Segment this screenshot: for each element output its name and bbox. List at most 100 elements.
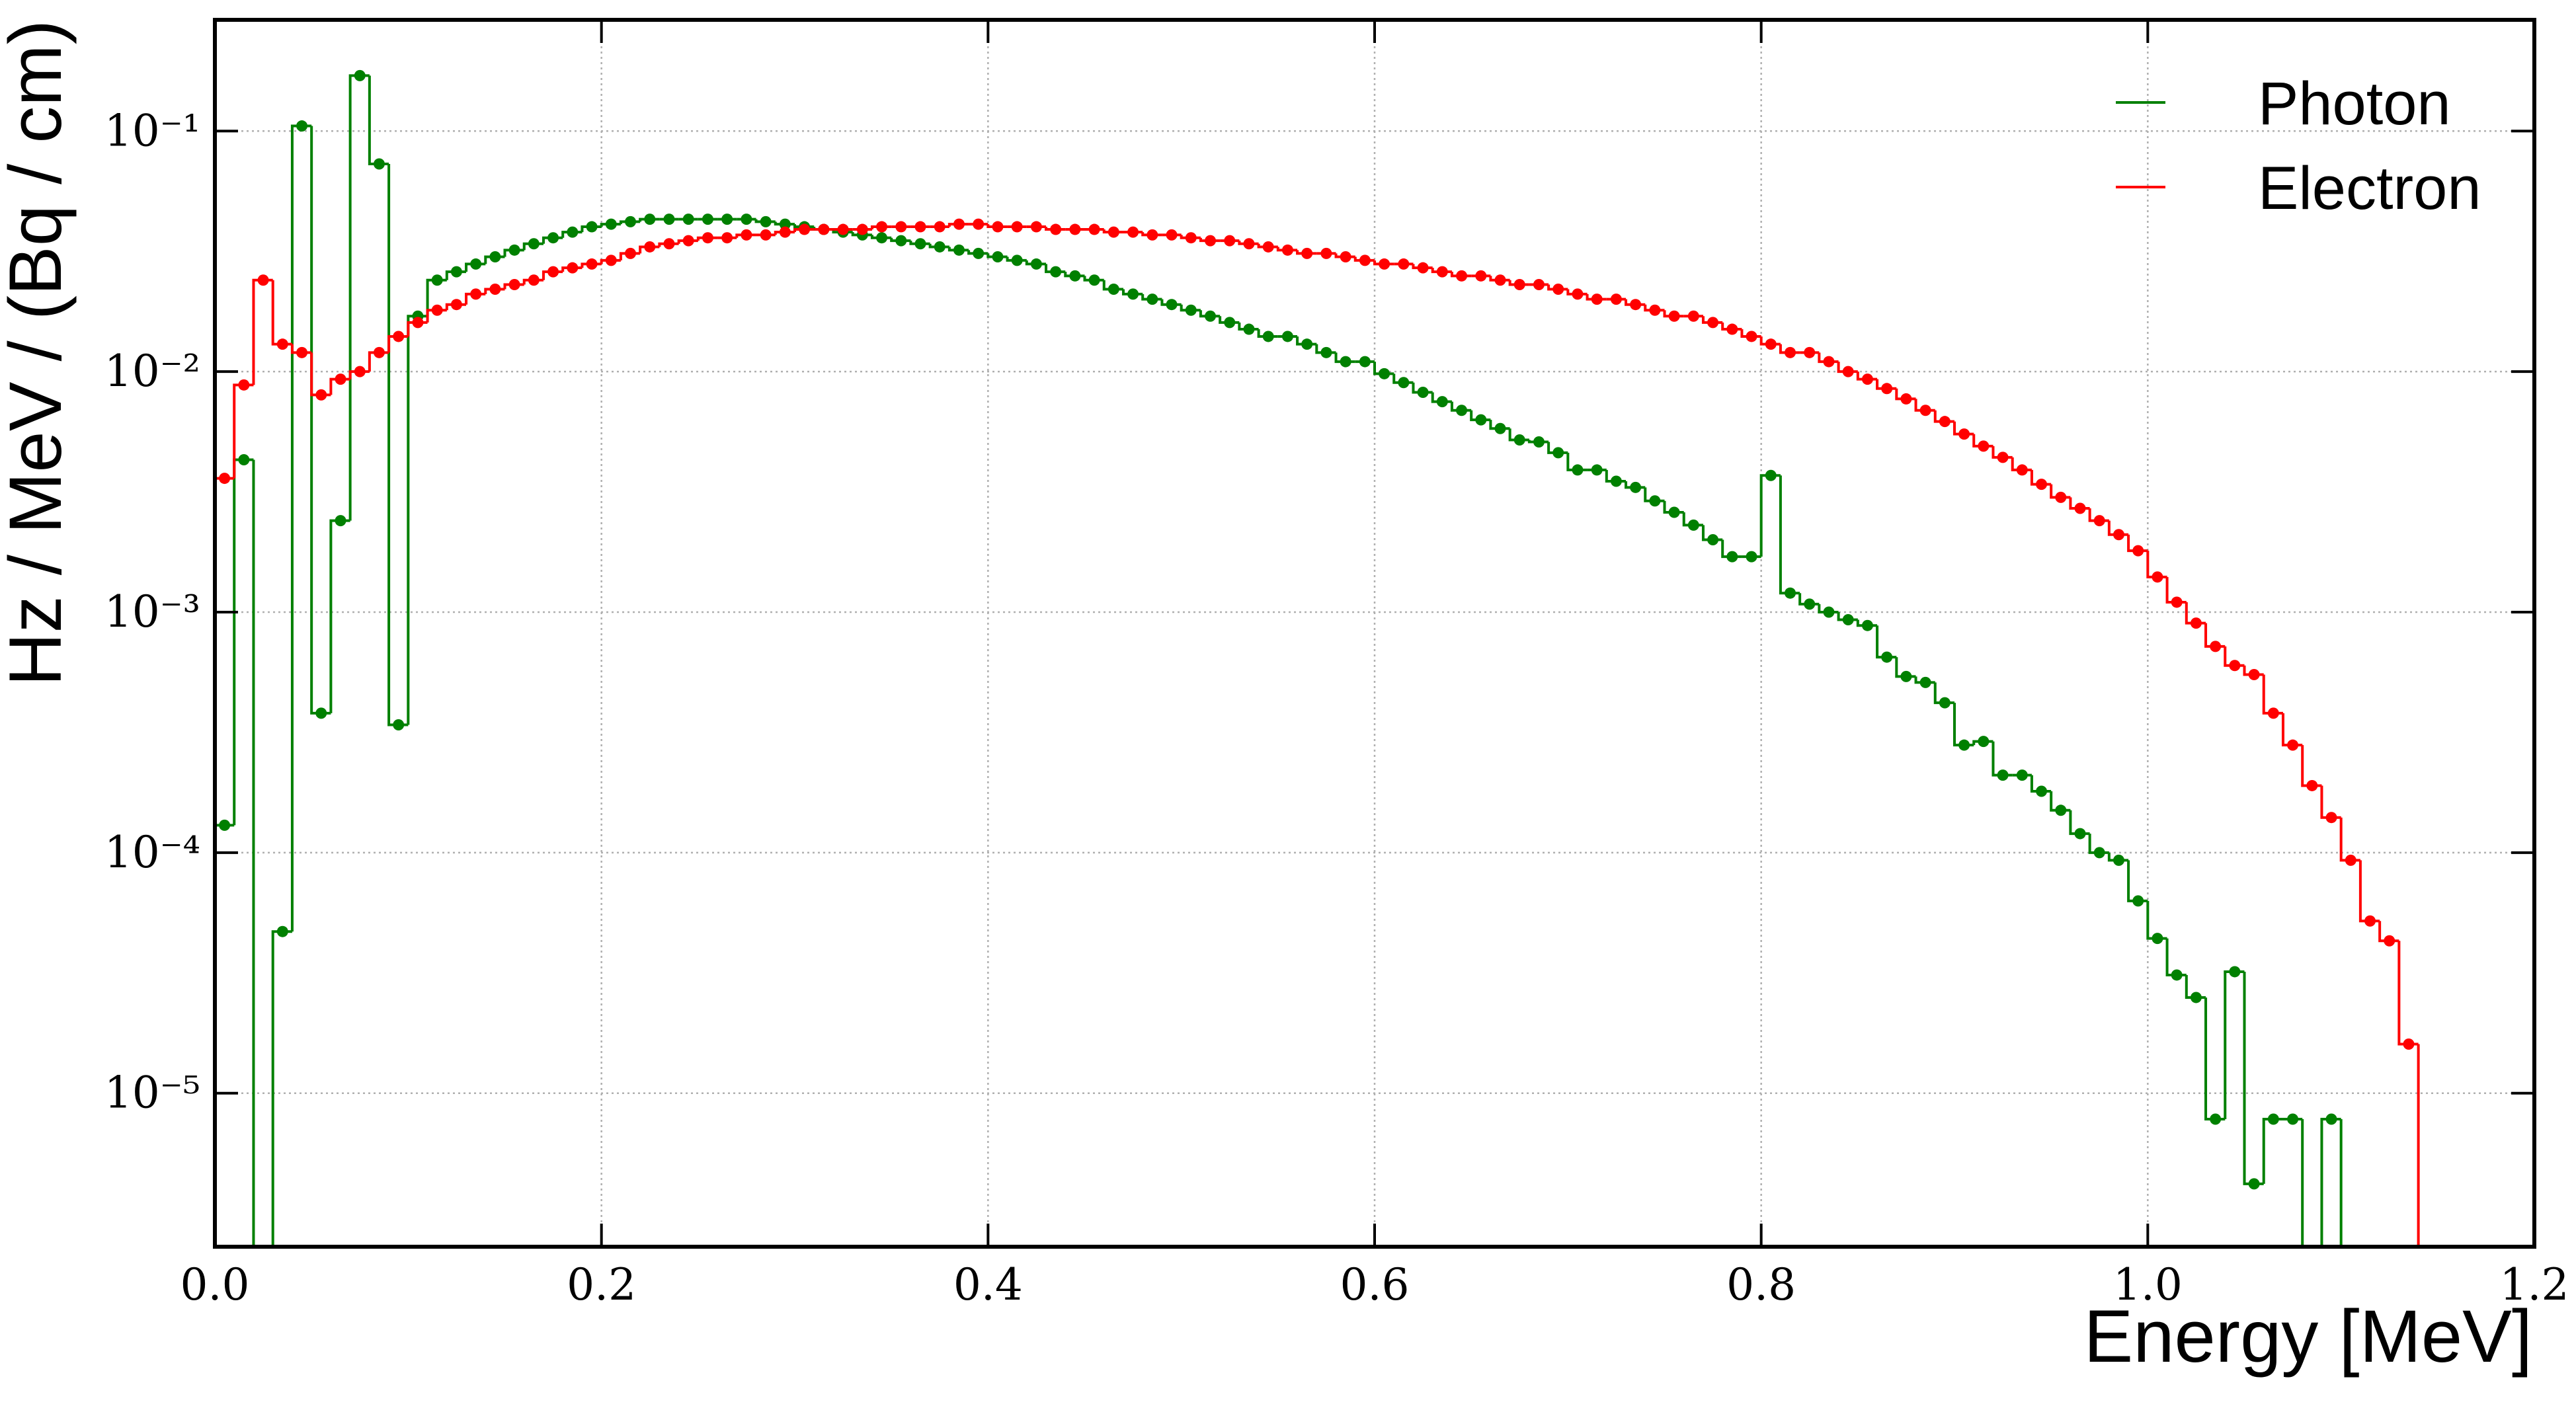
data-point (219, 473, 231, 485)
data-point (1842, 366, 1854, 377)
data-point (1958, 428, 1970, 440)
x-axis-label: Energy [MeV] (2083, 1295, 2532, 1378)
data-point (992, 221, 1004, 233)
data-point (373, 346, 385, 358)
data-point (296, 346, 308, 358)
data-point (2210, 641, 2222, 652)
data-point (547, 232, 559, 244)
data-point (2229, 966, 2241, 978)
data-point (1494, 274, 1506, 286)
data-point (1166, 229, 1178, 241)
x-tick-label: 0.2 (567, 1259, 636, 1310)
histogram-step (2339, 817, 2360, 862)
histogram-step (215, 824, 235, 1247)
data-point (2403, 1038, 2415, 1050)
legend-label: Photon (2258, 70, 2451, 137)
data-point (276, 925, 288, 937)
data-point (663, 238, 675, 250)
histogram-step (368, 75, 389, 165)
axes: 0.0 0.2 0.4 0.6 0.8 1.0 1.2 10⁻⁵ 10⁻⁴ 10⁻³ 10⁻² 10⁻… (104, 18, 2569, 1310)
legend-label: Electron (2258, 155, 2481, 222)
data-point (238, 379, 250, 391)
data-point (219, 819, 231, 831)
histogram-step (2320, 1118, 2341, 1247)
data-point (1513, 279, 1525, 291)
y-axis-label: Hz / MeV / (Bq / cm) (0, 20, 77, 686)
data-point (1726, 551, 1738, 563)
data-point (2036, 479, 2048, 490)
data-point (1494, 422, 1506, 434)
data-point (1011, 255, 1023, 266)
data-point (1823, 606, 1835, 618)
data-point (470, 258, 482, 270)
data-point (2190, 617, 2202, 629)
data-point (2325, 812, 2337, 824)
data-point (1513, 434, 1525, 446)
histogram-step (252, 459, 255, 1247)
data-point (450, 299, 462, 311)
data-point (2248, 668, 2260, 680)
data-point (431, 304, 443, 316)
data-point (914, 221, 926, 233)
data-point (1359, 356, 1371, 368)
y-tick-label: 10⁻¹ (104, 105, 200, 156)
histogram-step (290, 124, 312, 932)
data-point (2267, 1113, 2279, 1125)
data-point (1069, 223, 1081, 235)
plot-frame (213, 18, 2536, 1249)
data-point (1417, 386, 1429, 398)
data-point (605, 218, 617, 230)
data-point (2074, 502, 2086, 514)
x-tick-label: 0.4 (953, 1259, 1023, 1310)
data-point (547, 266, 559, 278)
data-point (2132, 545, 2144, 557)
data-point (702, 232, 713, 244)
data-point (528, 274, 540, 286)
data-point (953, 218, 965, 230)
data-point (1011, 221, 1023, 233)
histogram-step (2127, 860, 2148, 902)
data-point (2306, 779, 2318, 791)
data-point (1572, 288, 1584, 300)
data-point (354, 69, 366, 81)
data-point (1320, 247, 1332, 259)
histogram-step (2243, 971, 2264, 1185)
data-point (1127, 288, 1139, 300)
data-point (315, 707, 327, 719)
y-tick-label: 10⁻⁴ (104, 827, 200, 878)
data-point (2036, 785, 2048, 797)
data-point (1398, 258, 1410, 270)
data-point (721, 214, 733, 225)
data-point (605, 255, 617, 266)
data-point (721, 232, 733, 244)
data-point (760, 229, 772, 241)
histogram-step (2204, 997, 2226, 1121)
data-point (1533, 436, 1545, 448)
data-point (1107, 284, 1119, 295)
data-point (1842, 613, 1854, 625)
histogram-step (2301, 1119, 2304, 1247)
data-point (1900, 670, 1912, 682)
data-point (1881, 383, 1893, 395)
data-point (799, 223, 811, 235)
data-point (1456, 405, 1468, 416)
data-point (1591, 294, 1603, 305)
data-point (760, 215, 772, 227)
data-point (1417, 262, 1429, 274)
data-point (876, 221, 888, 233)
data-point (1030, 258, 1042, 270)
data-point (276, 338, 288, 350)
data-point (1823, 356, 1835, 368)
histogram-step (2262, 674, 2283, 715)
data-point (1591, 464, 1603, 476)
data-point (1050, 266, 1062, 278)
histogram-step (2339, 1119, 2343, 1247)
data-point (1088, 274, 1100, 286)
data-point (373, 158, 385, 170)
histogram-step (271, 930, 292, 1247)
data-point (1281, 244, 1293, 256)
histogram-step (252, 278, 273, 385)
histogram-step (2262, 1118, 2283, 1184)
data-point (1030, 221, 1042, 233)
